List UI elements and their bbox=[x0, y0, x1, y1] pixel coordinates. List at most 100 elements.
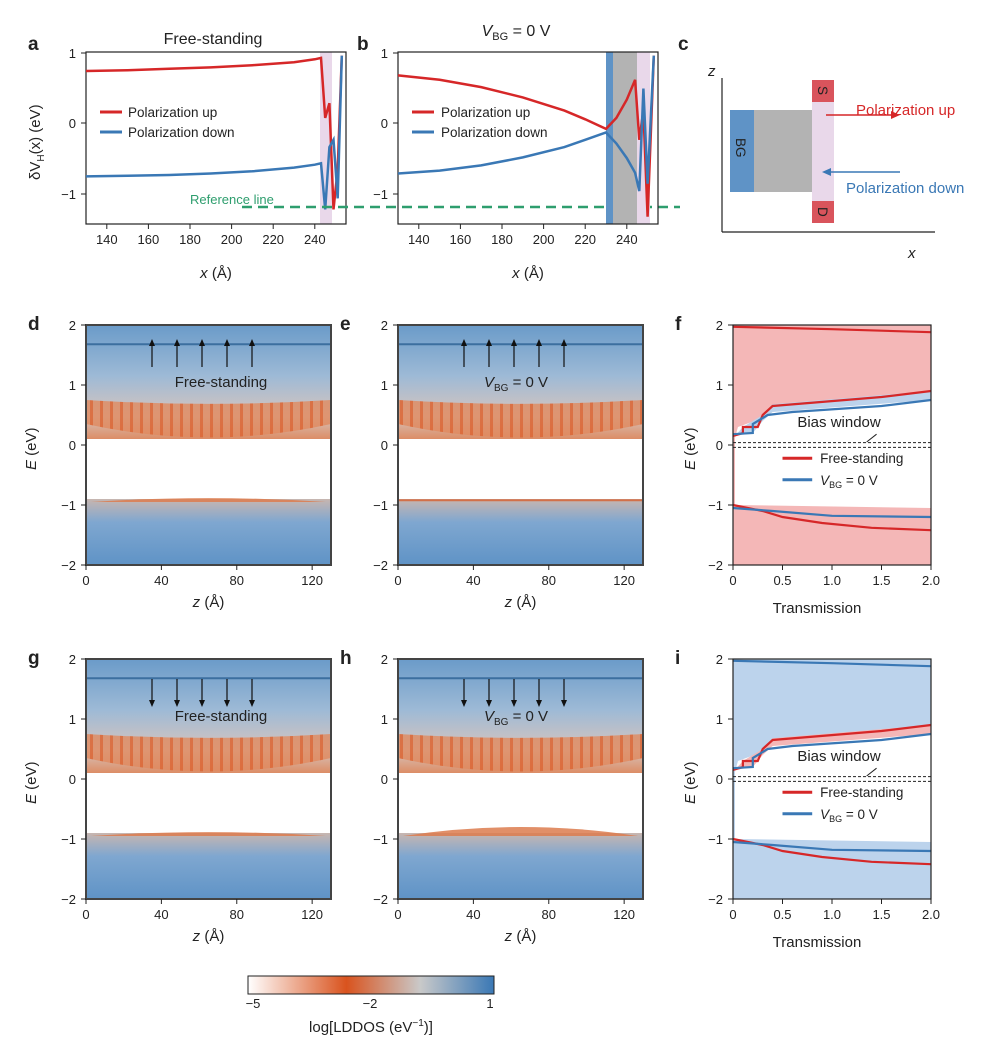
series-line-vbg-valence bbox=[732, 506, 932, 519]
series-line-upper bbox=[732, 325, 932, 334]
band-stripes bbox=[398, 400, 643, 438]
y-tick-label: 2 bbox=[381, 318, 388, 333]
x-tick-label: 0 bbox=[82, 573, 89, 588]
series-line-pol-down bbox=[85, 55, 344, 210]
x-tick-label: 0.5 bbox=[773, 573, 791, 588]
arrowhead bbox=[224, 339, 230, 346]
pol-down-arrowhead bbox=[822, 168, 831, 176]
x-ticks: 140 160 180 200 220 240 bbox=[96, 224, 326, 247]
x-tick-label: 220 bbox=[262, 232, 284, 247]
x-tick-label: 120 bbox=[301, 907, 323, 922]
x-label: x bbox=[907, 245, 916, 262]
pol-up-arrowhead bbox=[891, 111, 900, 119]
ferroelectric-layer bbox=[812, 100, 834, 202]
y-axis-label: E (eV) bbox=[23, 427, 40, 470]
series-line-vbg bbox=[732, 732, 932, 770]
x-tick-label: 240 bbox=[304, 232, 326, 247]
difference-fill bbox=[734, 725, 931, 770]
y-tick-label: −1 bbox=[708, 832, 723, 847]
series-line-free-standing bbox=[732, 723, 932, 772]
pol-down-label: Polarization down bbox=[846, 180, 964, 197]
x-tick-label: 200 bbox=[221, 232, 243, 247]
arrowhead bbox=[249, 700, 255, 707]
valence-fill bbox=[733, 839, 931, 899]
y-tick-label: 2 bbox=[716, 318, 723, 333]
colorbar-tick: −2 bbox=[363, 996, 378, 1011]
panel-label-i: i bbox=[675, 648, 680, 669]
arrowhead bbox=[536, 339, 542, 346]
y-axis-label: E (eV) bbox=[682, 427, 699, 470]
x-tick-label: 1.5 bbox=[872, 573, 890, 588]
y-tick-label: 1 bbox=[69, 712, 76, 727]
axes-frame bbox=[85, 51, 347, 225]
arrowhead bbox=[511, 700, 517, 707]
colorbar-label: log[LDDOS (eV−1)] bbox=[309, 1018, 433, 1036]
colorbar-gradient bbox=[247, 975, 495, 995]
source-contact bbox=[812, 80, 834, 102]
panel-label-a: a bbox=[28, 34, 39, 55]
ldos-label: VBG = 0 V bbox=[484, 708, 548, 728]
arrowhead bbox=[486, 339, 492, 346]
x-tick-label: 0.5 bbox=[773, 907, 791, 922]
arrowhead bbox=[536, 700, 542, 707]
y-tick-label: −2 bbox=[61, 558, 76, 573]
arrowhead bbox=[461, 339, 467, 346]
y-tick-label: 2 bbox=[381, 652, 388, 667]
band-stripes bbox=[398, 734, 643, 772]
y-tick-label: 1 bbox=[381, 378, 388, 393]
y-tick-label: 1 bbox=[69, 378, 76, 393]
drain-contact bbox=[812, 201, 834, 223]
bg-label: BG bbox=[733, 138, 748, 158]
valence-fill bbox=[733, 505, 931, 565]
y-tick-label: 2 bbox=[69, 652, 76, 667]
panel-a: a Free-standing 140 160 180 200 220 240 1 0 −… bbox=[27, 31, 347, 282]
y-tick-label: −1 bbox=[373, 187, 388, 202]
ldos-label: VBG = 0 V bbox=[484, 374, 548, 394]
y-tick-label: 0 bbox=[69, 116, 76, 131]
panel-e: e VBG = 0 V 2 1 0 −1 −2 0 40 80 120 z (Å) bbox=[340, 314, 644, 611]
x-tick-label: 120 bbox=[301, 573, 323, 588]
x-tick-label: 80 bbox=[230, 573, 244, 588]
x-tick-label: 0 bbox=[729, 573, 736, 588]
bias-window-label: Bias window bbox=[797, 748, 881, 765]
arrowhead bbox=[561, 700, 567, 707]
panel-label-b: b bbox=[357, 34, 369, 55]
axes-frame bbox=[397, 51, 659, 225]
y-ticks: 1 0 −1 bbox=[61, 46, 86, 202]
panel-i: i Bias window Free-standing VBG = 0 V 2 1 0 −1 −… bbox=[675, 648, 940, 951]
colorbar-tick: −5 bbox=[246, 996, 261, 1011]
x-tick-label: 220 bbox=[574, 232, 596, 247]
x-tick-label: 1.0 bbox=[823, 907, 841, 922]
reference-line-label: Reference line bbox=[190, 192, 274, 207]
x-tick-label: 40 bbox=[154, 573, 168, 588]
x-tick-label: 120 bbox=[613, 907, 635, 922]
series-line-vbg-valence bbox=[732, 840, 932, 853]
x-tick-label: 140 bbox=[408, 232, 430, 247]
ldos-label: Free-standing bbox=[175, 374, 268, 391]
y-tick-label: −1 bbox=[61, 498, 76, 513]
arrowhead bbox=[461, 700, 467, 707]
z-label: z bbox=[707, 63, 716, 80]
y-tick-label: 0 bbox=[381, 116, 388, 131]
panel-d: d Free-standing 2 1 0 −1 −2 0 40 80 120 z (Å) E (eV) bbox=[23, 314, 332, 611]
x-tick-label: 0 bbox=[394, 907, 401, 922]
panel-f: f Bias window Free-standing VBG = 0 V 2 1 0 −1 −… bbox=[675, 314, 940, 617]
panel-a-title: Free-standing bbox=[164, 31, 263, 48]
arrowhead bbox=[249, 339, 255, 346]
y-tick-label: −1 bbox=[61, 187, 76, 202]
bias-window-label: Bias window bbox=[797, 414, 881, 431]
y-tick-label: −1 bbox=[708, 498, 723, 513]
x-tick-label: 80 bbox=[542, 907, 556, 922]
valence-region bbox=[398, 833, 643, 899]
panel-label-e: e bbox=[340, 314, 351, 335]
panel-g: g Free-standing 2 1 0 −1 −2 0 40 80 120 z (Å) E (eV) bbox=[23, 648, 332, 945]
y-ticks: 1 0 −1 bbox=[373, 46, 398, 202]
x-tick-label: 40 bbox=[466, 573, 480, 588]
series-line-vbg bbox=[732, 398, 932, 436]
bias-window-pointer bbox=[866, 767, 877, 777]
arrowhead bbox=[174, 339, 180, 346]
series-line-pol-down bbox=[397, 55, 656, 192]
band-stripes bbox=[86, 734, 331, 772]
ldos-label: Free-standing bbox=[175, 708, 268, 725]
x-axis-label: x (Å) bbox=[199, 265, 232, 282]
